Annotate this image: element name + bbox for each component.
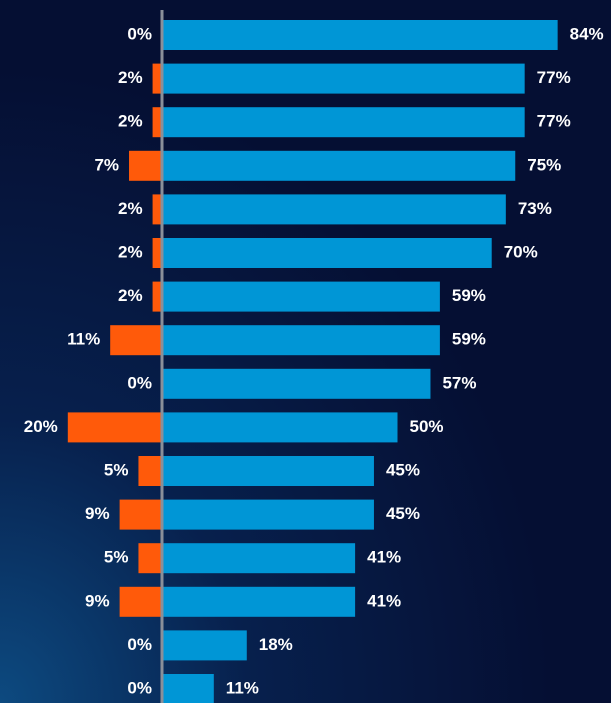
value-label: 2% [118,286,143,305]
bar-right [162,107,525,138]
bar-right [162,412,398,443]
value-label: 77% [537,68,571,87]
value-label: 0% [127,24,152,43]
bar-right [162,194,506,225]
value-label: 45% [386,504,420,523]
bar-left [152,238,162,268]
value-label: 2% [118,68,143,87]
value-label: 2% [118,199,143,218]
value-label: 11% [67,330,100,349]
bar-right [162,499,374,530]
value-label: 5% [104,460,129,479]
bar-right [162,238,492,268]
bar-right [162,281,440,312]
value-label: 70% [504,242,538,261]
value-label: 18% [259,635,293,654]
bar-right [162,150,516,181]
bar-right [162,63,525,94]
bar-left [152,281,162,312]
bar-left [129,150,162,181]
bar-right [162,543,356,574]
bar-left [152,63,162,94]
bar-right [162,674,214,703]
value-label: 57% [442,373,476,392]
value-label: 59% [452,330,486,349]
value-label: 73% [518,199,552,218]
value-label: 0% [127,373,152,392]
bar-left [138,543,162,574]
value-label: 9% [85,591,110,610]
value-label: 0% [127,635,152,654]
value-label: 20% [24,417,58,436]
value-label: 7% [94,155,119,174]
bar-right [162,586,356,617]
bar-left [152,107,162,138]
value-label: 5% [104,548,129,567]
value-label: 2% [118,242,143,261]
value-label: 45% [386,460,420,479]
bar-left [119,586,162,617]
value-label: 41% [367,548,401,567]
value-label: 75% [527,155,561,174]
value-label: 77% [537,112,571,131]
value-label: 59% [452,286,486,305]
value-label: 84% [570,24,604,43]
bar-left [138,456,162,486]
bar-right [162,456,374,486]
bar-left [67,412,162,443]
bar-right [162,325,440,356]
bar-left [119,499,162,530]
value-label: 41% [367,591,401,610]
bar-right [162,20,558,50]
value-label: 50% [410,417,444,436]
bar-right [162,368,431,399]
value-label: 0% [127,678,152,697]
value-label: 11% [226,678,259,697]
bar-left [110,325,162,356]
value-label: 2% [118,112,143,131]
value-label: 9% [85,504,110,523]
bar-right [162,630,247,661]
bar-left [152,194,162,225]
